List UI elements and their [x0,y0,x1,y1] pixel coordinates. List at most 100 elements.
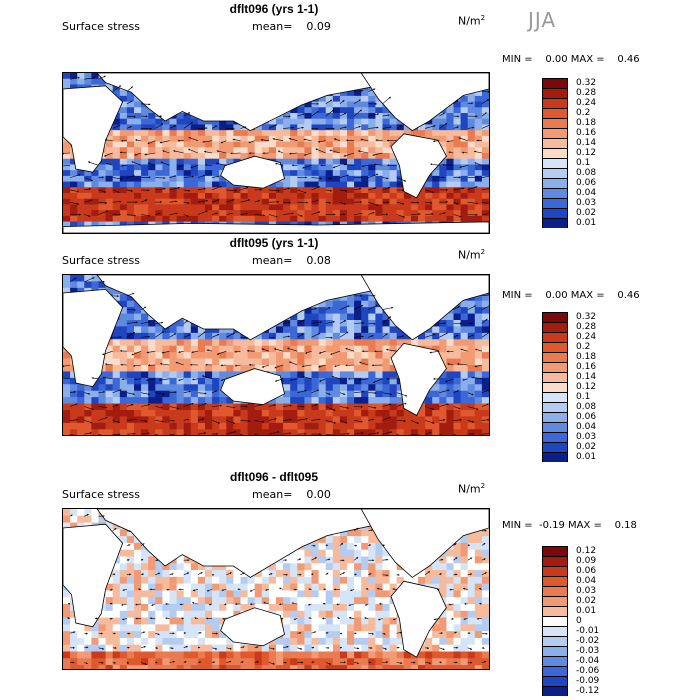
field-cell [169,377,178,385]
field-cell [460,332,469,340]
field-cell [361,101,369,108]
field-cell [304,384,312,392]
field-cell [361,410,369,417]
field-cell [283,210,291,217]
stress-arrow-head [332,321,335,323]
field-cell [254,124,263,131]
field-cell [148,390,156,398]
field-cell [134,153,142,160]
stress-arrow-head [361,432,364,434]
stress-arrow-head [446,403,449,406]
field-cell [439,124,447,131]
field-cell [212,332,220,340]
field-cell [205,410,213,417]
field-cell [176,141,185,148]
field-cell [382,377,391,385]
stress-arrow-head [134,378,137,381]
field-cell [169,339,178,347]
field-cell [332,429,341,435]
field-cell [197,164,206,171]
stress-arrow [254,214,266,216]
field-cell [119,141,128,148]
field-cell [197,352,206,360]
field-cell [460,130,469,137]
field-cell [190,332,199,340]
stress-arrow-head [76,190,79,193]
field-cell [283,563,291,571]
field-cell [183,371,192,379]
field-cell [134,326,142,334]
stress-arrow-head [458,176,461,179]
stress-arrow-head [117,190,120,193]
field-cell [467,170,476,177]
field-cell [176,410,185,417]
field-cell [148,403,156,411]
field-cell [354,410,362,417]
field-cell [283,397,291,405]
field-cell [361,529,369,537]
field-cell [84,187,92,194]
stress-arrow-head [134,153,137,156]
field-cell [354,429,362,435]
field-cell [126,210,135,217]
field-cell [70,175,78,183]
field-cell [155,193,163,200]
field-cell [119,198,128,205]
field-cell [354,130,362,137]
field-cell [190,352,199,360]
field-cell [63,522,71,530]
field-cell [297,365,305,372]
field-cell [148,416,156,424]
field-cell [453,107,462,114]
field-cell [439,141,447,148]
field-cell [98,422,107,430]
field-cell [339,320,348,327]
field-cell [361,320,369,327]
field-cell [453,384,462,392]
field-cell [98,175,107,183]
field-cell [205,175,213,183]
field-cell [63,193,71,200]
stress-arrow-head [343,202,346,205]
field-cell [339,397,348,405]
stress-arrow-head [487,90,489,93]
field-cell [297,153,305,160]
field-cell [368,175,376,183]
field-cell [283,384,291,392]
field-cell [446,320,454,327]
field-cell [98,164,107,171]
stress-arrow-head [458,407,461,410]
field-cell [141,170,149,177]
field-cell [375,403,383,411]
field-cell [389,326,398,334]
field-cell [432,130,440,137]
field-cell [190,358,199,366]
field-cell [212,187,220,194]
stress-arrow-head [432,421,435,424]
field-cell [290,130,298,137]
field-cell [339,300,348,308]
field-cell [134,175,142,183]
field-cell [112,397,121,405]
field-cell [382,181,391,188]
field-cell [98,390,107,398]
field-cell [141,390,149,398]
mean-readout: mean= 0.08 [252,254,331,267]
field-cell [268,193,277,200]
field-cell [382,153,391,160]
stress-arrow-head [289,152,292,155]
field-cell [474,294,483,302]
field-cell [190,147,199,154]
stress-arrow-head [147,162,150,165]
field-cell [112,352,121,360]
stress-arrow-head [162,393,165,396]
field-cell [318,300,327,308]
field-cell [126,164,135,171]
field-cell [283,371,291,379]
field-cell [481,345,489,353]
field-cell [354,210,362,217]
field-cell [375,556,383,564]
stress-arrow-head [188,148,191,151]
field-cell [169,371,178,379]
field-cell [474,135,483,143]
